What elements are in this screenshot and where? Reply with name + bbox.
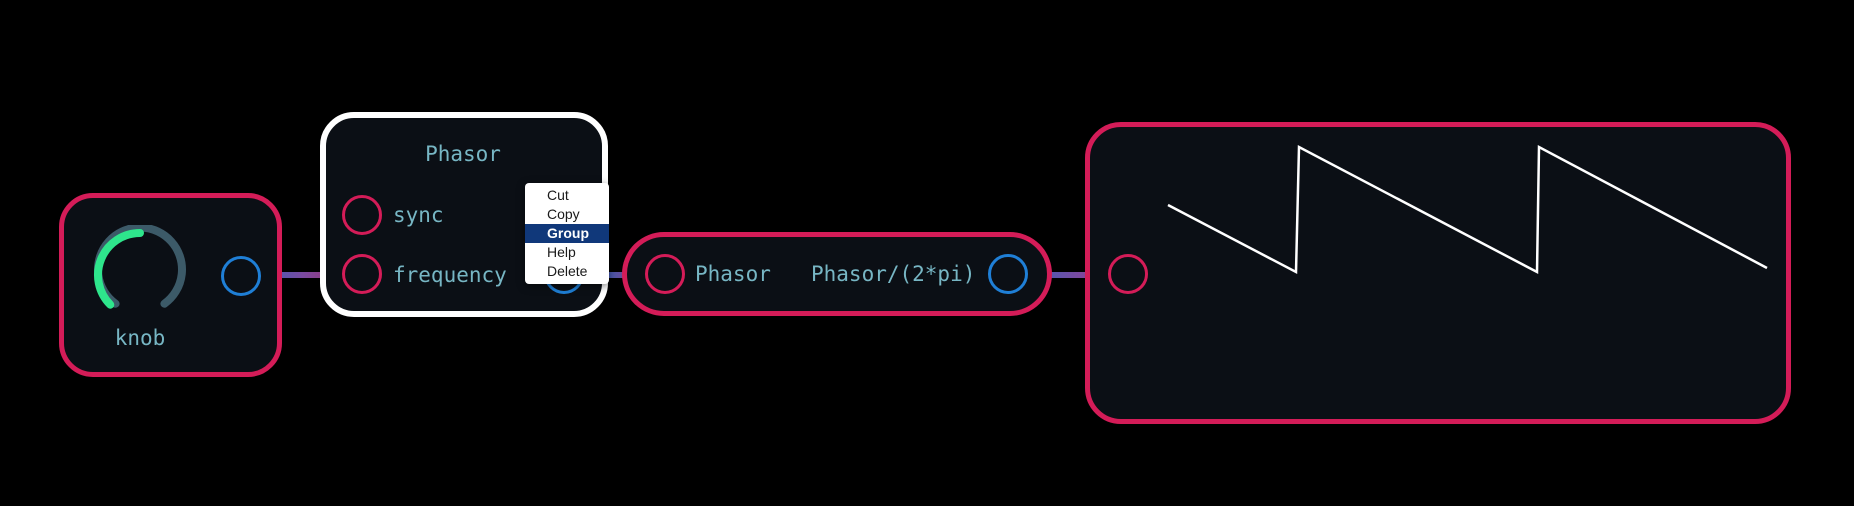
frequency-input-label: frequency [393,263,507,287]
menu-item-help[interactable]: Help [547,244,576,260]
knob-arc [94,229,144,309]
expression-output-port[interactable] [988,254,1028,294]
expression-output-label: Phasor/(2*pi) [811,262,976,286]
wire-expr-to-scope[interactable] [1028,272,1130,278]
menu-item-group[interactable]: Group [525,224,609,243]
context-menu[interactable]: Cut Copy Group Help Delete [525,183,609,284]
scope-input-port[interactable] [1108,254,1148,294]
expression-node[interactable] [622,232,1052,316]
frequency-input-port[interactable] [342,254,382,294]
sync-input-label: sync [393,203,444,227]
sync-input-port[interactable] [342,195,382,235]
knob-track [94,225,186,308]
menu-item-delete[interactable]: Delete [547,263,588,279]
knob-label: knob [114,326,166,350]
scope-waveform [1167,144,1768,275]
expression-input-port[interactable] [645,254,685,294]
knob-output-port[interactable] [221,256,261,296]
expression-input-label: Phasor [695,262,771,286]
sawtooth-trace [1167,144,1768,275]
knob-dial[interactable] [90,225,190,325]
phasor-title: Phasor [425,142,501,166]
wire-knob-to-frequency[interactable] [260,272,346,278]
menu-item-copy[interactable]: Copy [547,206,580,222]
scope-node[interactable] [1085,122,1791,424]
menu-item-cut[interactable]: Cut [547,187,569,203]
